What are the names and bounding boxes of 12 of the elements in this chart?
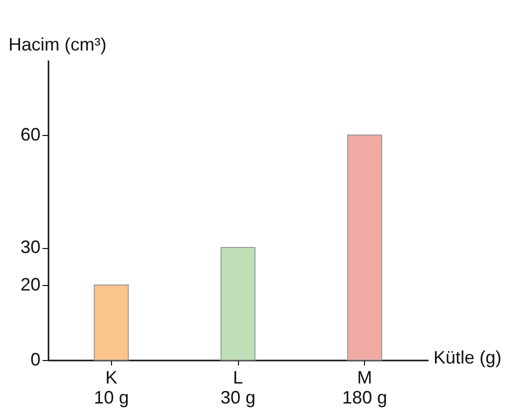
bar (347, 134, 382, 360)
bar (94, 284, 129, 360)
x-axis-title: Kütle (g) (434, 348, 502, 368)
y-tick-label: 60 (20, 124, 40, 144)
x-tick-label: M 180 g (342, 368, 388, 408)
y-tick-label: 30 (20, 237, 40, 257)
x-tick-label: L 30 g (220, 368, 256, 408)
x-tick-label: K 10 g (94, 368, 129, 408)
bar (220, 247, 256, 360)
y-axis-title: Hacim (cm³) (8, 34, 106, 54)
y-tick-label: 0 (30, 350, 40, 370)
y-tick-label: 20 (20, 274, 40, 294)
